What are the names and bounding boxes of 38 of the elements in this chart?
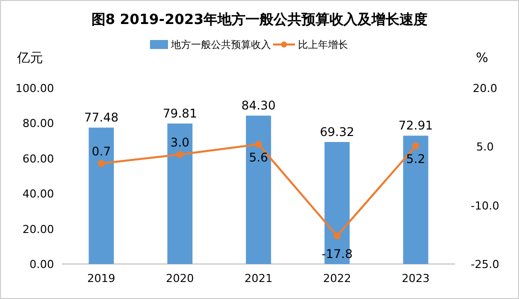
bar [88,128,114,264]
bar [246,116,272,264]
point [176,150,184,158]
x-tick-label: 2019 [87,272,116,285]
x-tick-label: 2020 [166,272,194,285]
data-label: 84.30 [241,98,276,113]
y-tick-label: 100.00 [16,82,54,95]
data-label: 5.2 [406,152,426,166]
y-tick-label: 0.00 [30,258,54,271]
y-axis-title: 亿元 [16,51,43,66]
y2-tick-label: 20.0 [472,82,498,95]
point [334,232,341,240]
y2-axis-title: % [476,51,488,66]
y-tick-label: 60.00 [22,152,54,166]
bar [167,124,192,264]
data-label: 79.81 [162,106,198,121]
x-tick-label: 2023 [402,272,430,285]
point [255,140,262,148]
x-tick-label: 2022 [323,272,352,285]
y-tick-label: 20.00 [22,222,54,236]
legend-label: 地方一般公共预算收入 [170,39,271,51]
chart-title: 图8 2019-2023年地方一般公共预算收入及增长速度 [91,11,428,28]
point [98,160,105,167]
point [412,142,420,150]
y2-tick-label: 5.0 [476,140,494,154]
bar [403,136,428,264]
data-label: 5.6 [248,150,268,164]
data-label: 72.91 [398,118,433,133]
x-tick-label: 2021 [244,272,272,285]
y2-tick-label: -25.0 [470,258,500,271]
y-tick-label: 80.00 [22,117,54,130]
data-label: 77.48 [84,110,118,125]
data-label: 3.0 [170,135,190,150]
y-tick-label: 40.00 [22,188,54,201]
data-label: 0.7 [92,144,111,158]
y2-tick-label: -10.0 [470,199,500,212]
data-label: 69.32 [320,124,354,139]
legend-label: 比上年增长 [298,39,348,51]
